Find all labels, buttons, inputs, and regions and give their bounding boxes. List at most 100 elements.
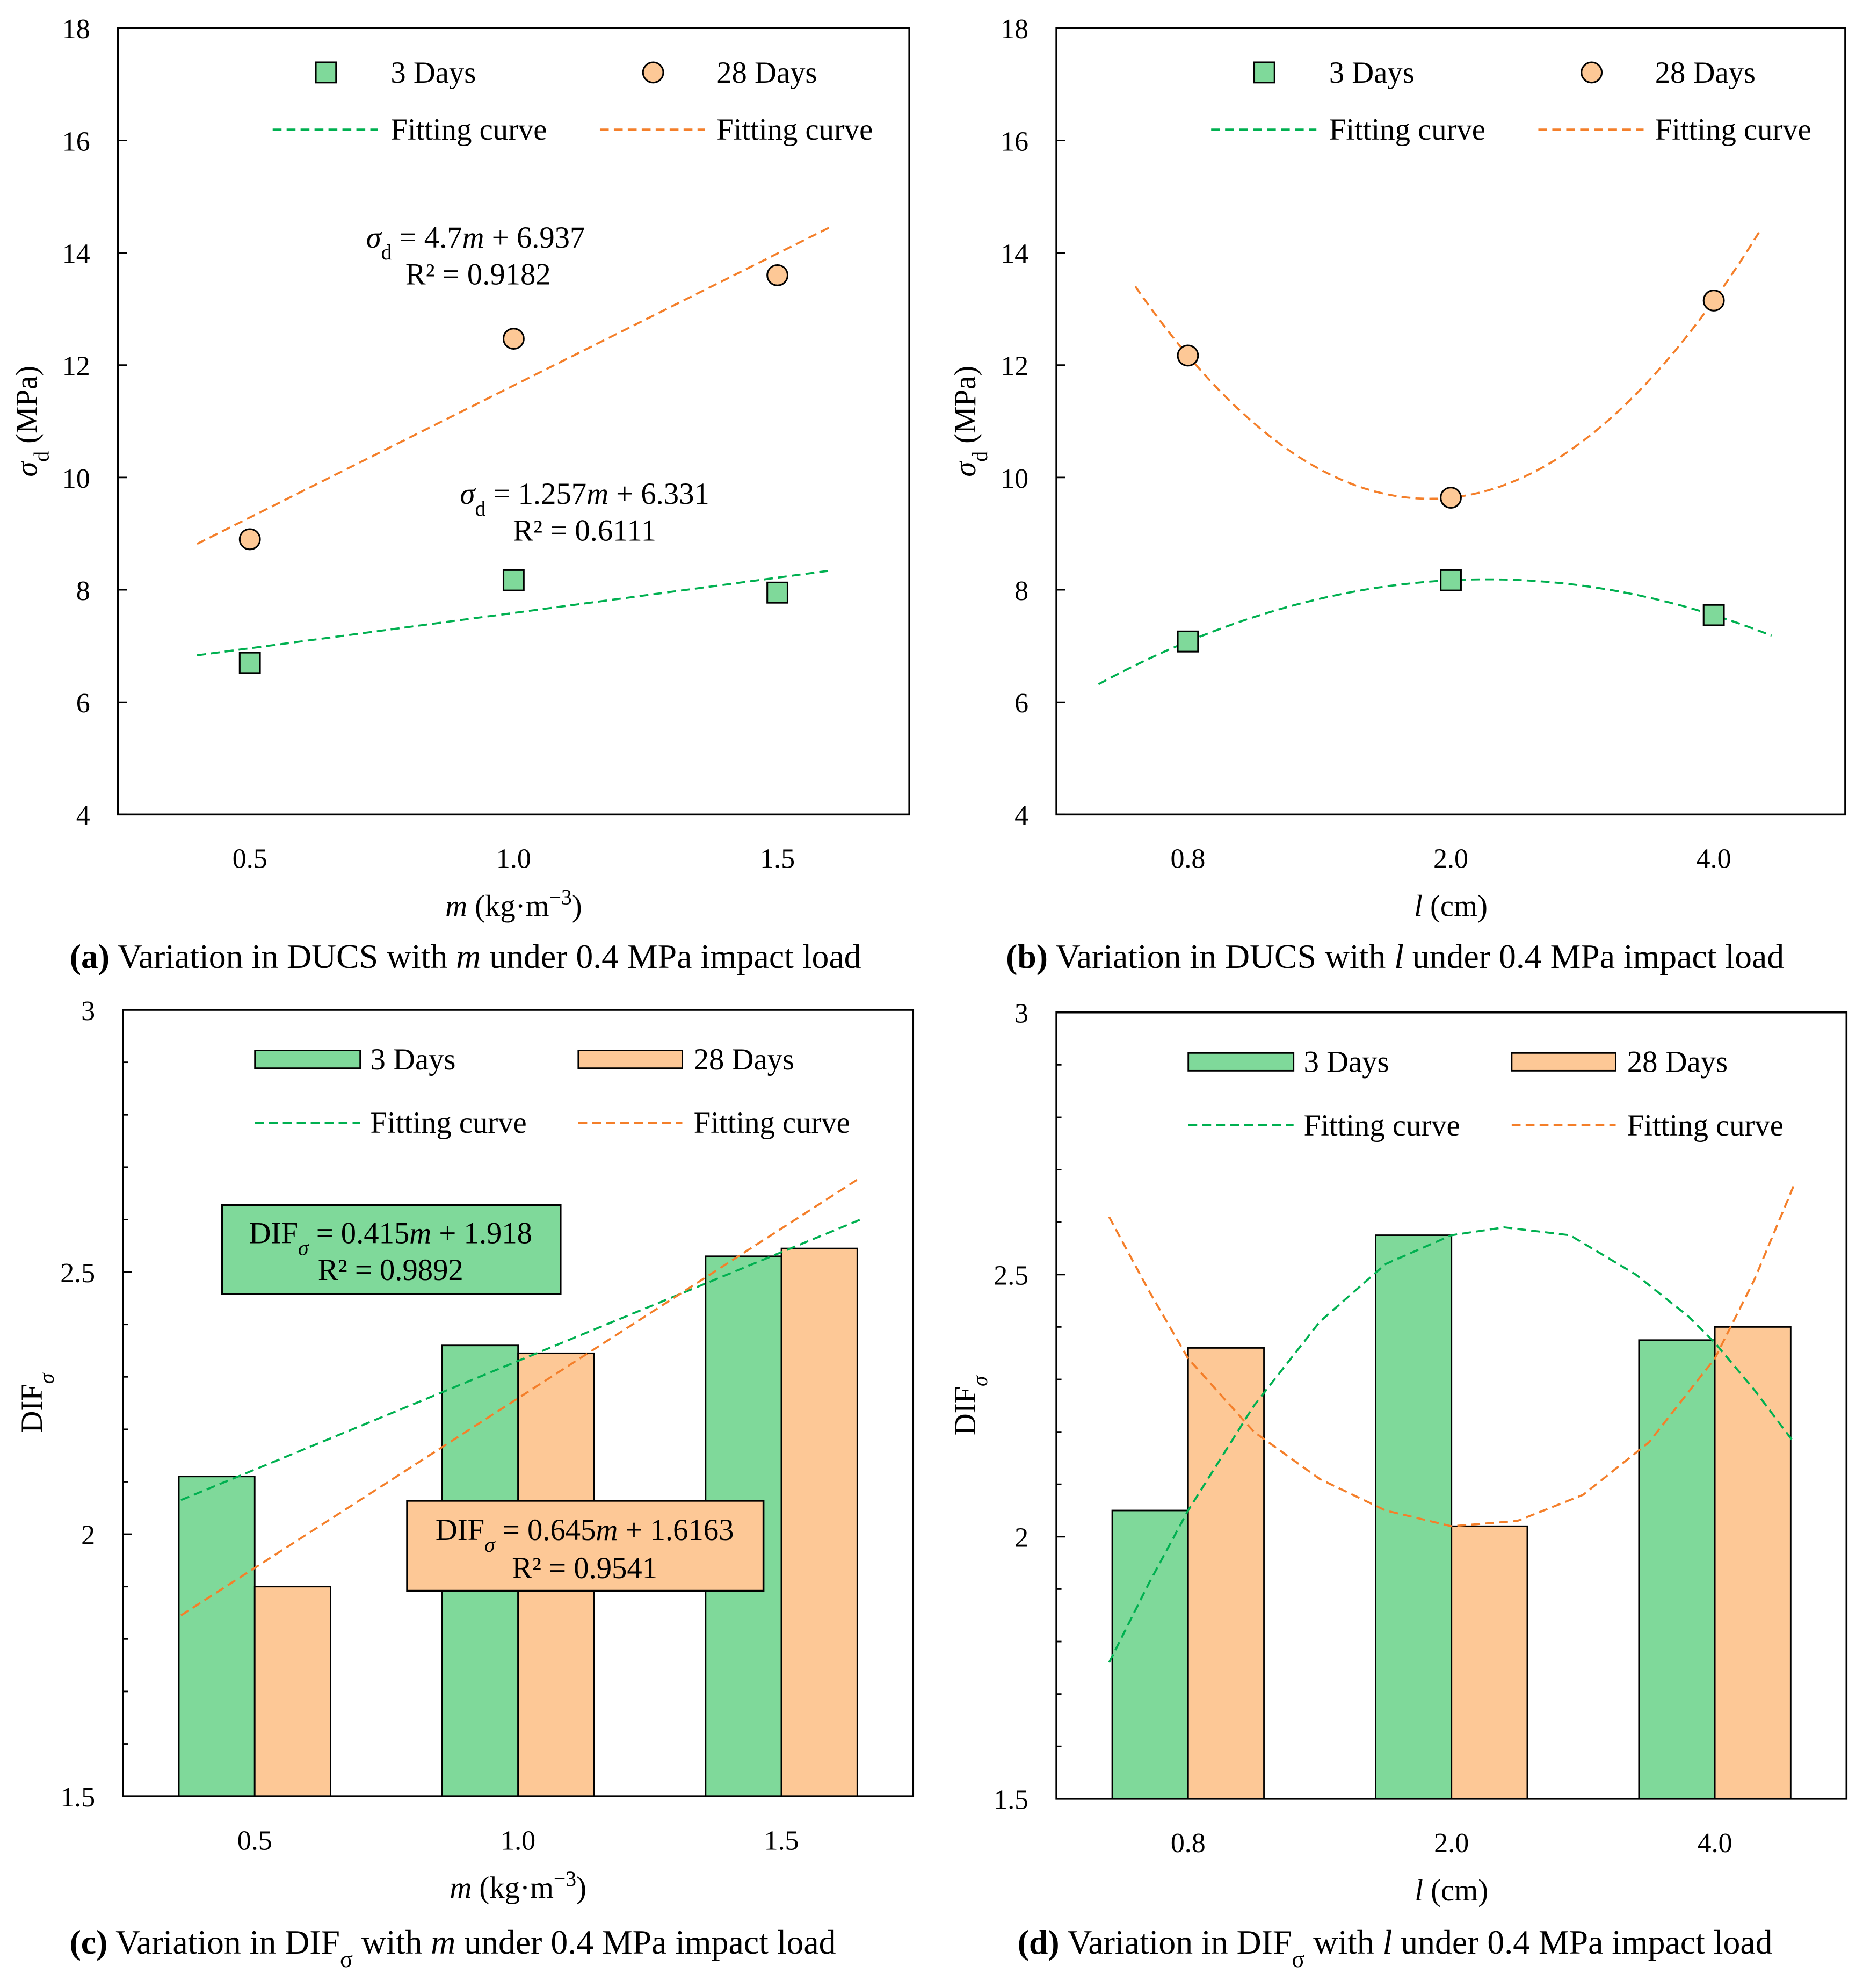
bar-28-days: [780, 1247, 858, 1797]
fit-equation-part: d: [381, 241, 392, 264]
legend-label: 28 Days: [1627, 1046, 1728, 1079]
fit-equation: DIFσ = 0.415m + 1.918: [249, 1217, 532, 1260]
y-tick-label: 3: [1014, 999, 1028, 1029]
fit-equation-part: + 1.918: [431, 1217, 532, 1250]
bar-28-days: [1451, 1525, 1528, 1800]
y-tick-label: 18: [1001, 14, 1028, 45]
bar-3-days: [1638, 1339, 1716, 1800]
fitting-curve-3-days: [1108, 1226, 1795, 1663]
panel-caption-part: m: [431, 1923, 455, 1961]
x-tick-label: 0.5: [237, 1825, 272, 1856]
legend-label: 3 Days: [1304, 1046, 1389, 1079]
panel-caption-part: (b): [1006, 937, 1048, 975]
y-tick-label: 18: [62, 14, 90, 45]
y-tick-label: 12: [62, 351, 90, 382]
y-axis-label-part: σ: [10, 461, 44, 477]
fit-equation-part: = 0.645: [495, 1514, 596, 1547]
x-axis-label-part: l: [1415, 1874, 1423, 1907]
legend-marker-3-days: [1253, 61, 1275, 84]
fit-equation-part: σ: [460, 478, 476, 511]
legend-label: Fitting curve: [1627, 1109, 1784, 1143]
panel-caption-part: under 0.4 MPa impact load: [481, 937, 861, 975]
x-axis-label-part: (cm): [1423, 890, 1488, 923]
y-tick-label: 2: [1014, 1523, 1028, 1553]
legend-swatch-28-days: [1511, 1052, 1616, 1072]
fit-equation-part: = 4.7: [392, 221, 462, 255]
point-28-days: [1440, 487, 1462, 509]
point-3-days: [502, 569, 525, 591]
x-tick-label: 0.8: [1171, 1828, 1206, 1859]
legend-marker-28-days: [1581, 61, 1603, 84]
panel-caption-part: m: [456, 937, 481, 975]
legend-label: Fitting curve: [1655, 113, 1811, 147]
legend-label: 3 Days: [371, 1043, 456, 1076]
fit-equation-part: m: [462, 221, 484, 255]
bar-3-days: [1375, 1234, 1453, 1800]
fit-equation-part: + 6.331: [608, 478, 709, 511]
point-3-days: [238, 652, 261, 674]
y-axis-label: σd (MPa): [10, 366, 53, 477]
y-tick-label: 8: [1014, 576, 1028, 606]
y-tick-label: 4: [1014, 800, 1028, 831]
x-axis-label-part: (kg·m: [467, 890, 549, 923]
point-28-days: [766, 264, 789, 286]
fitting-curve-28-days: [197, 226, 831, 545]
panel-b: 4 6 8 10 12 14 16 18 0.8 2.0 4.0 l (cm) σd (MPa) 3 Da…: [949, 14, 1846, 975]
fit-equation-part: + 1.6163: [618, 1514, 734, 1547]
fit-equation: R² = 0.9892: [318, 1254, 463, 1287]
plot-frame: [122, 1009, 915, 1797]
y-tick-label: 6: [1014, 688, 1028, 719]
y-tick-label: 1.5: [60, 1782, 95, 1813]
fit-equation: σd = 1.257m + 6.331: [460, 478, 709, 521]
x-tick-label: 1.5: [764, 1825, 799, 1856]
panel-caption-part: l: [1394, 937, 1404, 975]
bar-28-days: [253, 1586, 331, 1797]
x-axis-label-part: ): [572, 890, 582, 923]
x-axis-label-part: −3: [549, 885, 572, 909]
panel-caption-part: with: [353, 1923, 431, 1961]
y-tick-label: 2.5: [994, 1261, 1028, 1291]
x-tick-label: 1.0: [501, 1825, 535, 1856]
y-tick-label: 14: [1001, 238, 1028, 269]
y-tick-label: 2.5: [60, 1258, 95, 1289]
panel-caption: (b) Variation in DUCS with l under 0.4 M…: [1006, 937, 1784, 975]
legend-label: Fitting curve: [371, 1107, 527, 1140]
legend-label: Fitting curve: [1329, 113, 1485, 147]
x-tick-label: 4.0: [1698, 1828, 1732, 1859]
panel-caption-part: (d): [1018, 1923, 1060, 1961]
legend-label: Fitting curve: [716, 113, 873, 147]
plot-frame: [1055, 1011, 1848, 1800]
x-axis-label-part: ): [576, 1871, 586, 1905]
fitting-curve-28-days: [1134, 228, 1762, 500]
legend-label: 3 Days: [1329, 56, 1415, 90]
panel-caption-part: σ: [1292, 1946, 1304, 1972]
fit-equation: DIFσ = 0.645m + 1.6163: [436, 1514, 734, 1557]
fit-equation: σd = 4.7m + 6.937: [366, 221, 585, 264]
fit-equation-part: = 0.415: [309, 1217, 410, 1250]
equation-box: [221, 1204, 562, 1295]
fit-equation-part: DIF: [436, 1514, 484, 1547]
fitting-curve-3-days: [197, 569, 831, 656]
y-axis-label-part: σ: [968, 1375, 992, 1386]
panel-caption-part: Variation in DUCS with: [110, 937, 456, 975]
x-tick-label: 1.0: [496, 844, 531, 874]
bar-28-days: [1714, 1326, 1792, 1800]
x-tick-label: 2.0: [1434, 1828, 1469, 1859]
fit-equation: R² = 0.9182: [405, 258, 551, 291]
point-28-days: [1702, 290, 1725, 312]
y-axis-label: DIFσ: [949, 1375, 992, 1435]
bar-28-days: [1187, 1347, 1265, 1800]
legend-label: Fitting curve: [694, 1107, 850, 1140]
y-tick-label: 2: [81, 1520, 95, 1551]
y-tick-label: 10: [62, 464, 90, 494]
y-tick-label: 4: [76, 800, 90, 831]
legend-label: Fitting curve: [390, 113, 547, 147]
y-tick-label: 12: [1001, 351, 1028, 382]
y-tick-label: 6: [76, 688, 90, 719]
panel-caption-part: under 0.4 MPa impact load: [1404, 937, 1784, 975]
fitting-curve-28-days: [180, 1176, 861, 1616]
x-axis-label: m (kg·m−3): [450, 1867, 586, 1905]
point-3-days: [1440, 569, 1462, 591]
y-tick-label: 8: [76, 576, 90, 606]
